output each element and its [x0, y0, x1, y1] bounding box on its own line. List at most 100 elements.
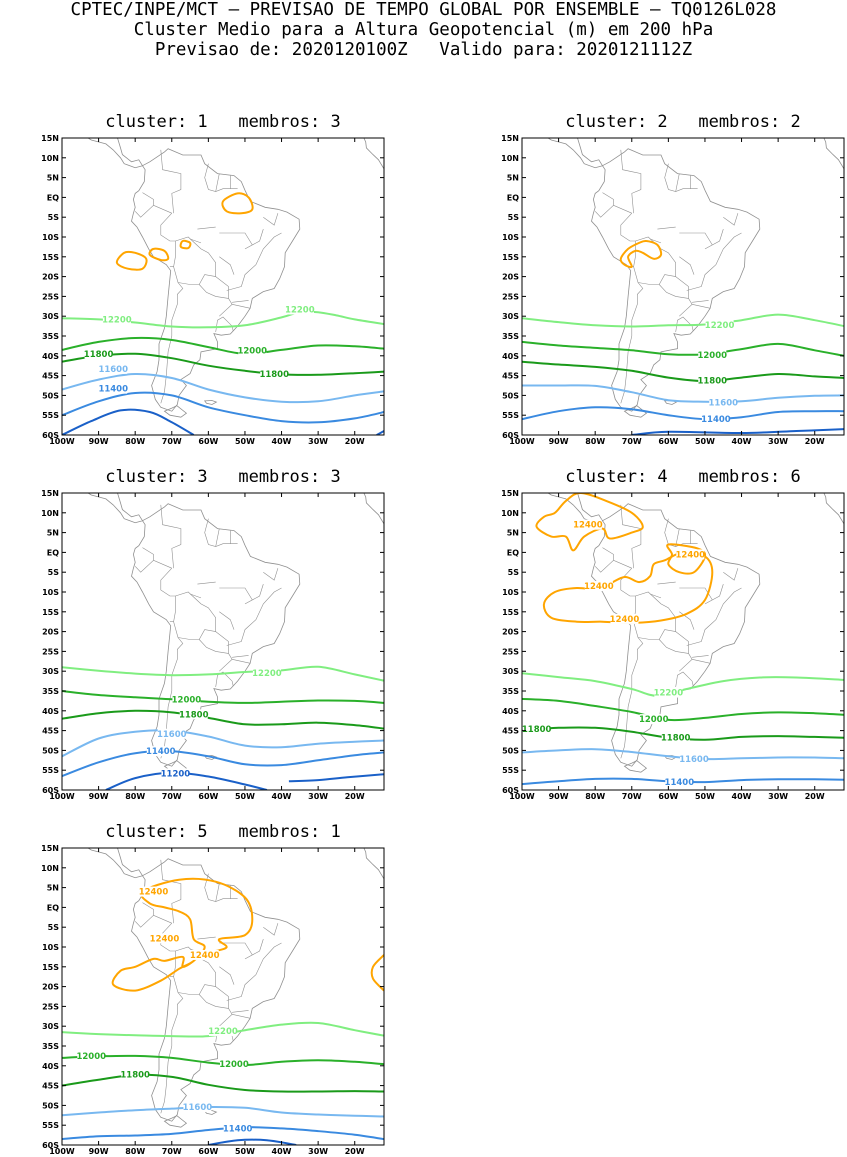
contour-11400 — [522, 406, 844, 421]
lat-label: 15N — [501, 134, 519, 143]
country-border — [244, 584, 264, 605]
lat-label: EQ — [47, 903, 59, 912]
lat-label: 60S — [42, 1141, 59, 1150]
map-frame — [61, 847, 385, 1146]
contour-map: 12200 12000 11800 11600 11400 15N 10N 5N EQ 5S 10S… — [501, 134, 845, 446]
country-border — [160, 567, 176, 597]
country-border — [620, 149, 642, 214]
contour-label-12400: 12400 — [610, 615, 640, 625]
contour-11400 — [62, 391, 384, 424]
country-border — [232, 655, 249, 658]
lat-label: 50S — [42, 746, 59, 755]
lon-label: 90W — [89, 1147, 109, 1156]
contour-11600 — [62, 729, 384, 758]
country-border — [198, 994, 229, 1009]
coastline-africa — [363, 138, 384, 173]
contour-label-bg — [77, 1050, 106, 1061]
contour-12400 — [370, 954, 384, 992]
lat-label: 10N — [501, 509, 519, 518]
lon-label: 30W — [308, 437, 328, 446]
contour-12000 — [62, 336, 384, 355]
contour-label-11600: 11600 — [679, 755, 709, 765]
lat-label: 55S — [502, 766, 519, 775]
country-border — [215, 528, 220, 547]
contour-12400 — [221, 192, 254, 215]
lat-label: 25S — [42, 1002, 59, 1011]
map-panel-cluster-4: 12200 12000 11800 11800 11600 11400 12400 12400… — [501, 489, 845, 801]
country-border — [134, 560, 154, 573]
lat-label: 10S — [42, 943, 59, 952]
lat-label: 20S — [42, 273, 59, 282]
country-border — [704, 229, 724, 250]
contour-11600 — [62, 1105, 384, 1118]
contour-11200 — [105, 771, 268, 790]
lon-label: 50W — [235, 1147, 255, 1156]
country-border — [160, 149, 182, 214]
country-border — [620, 567, 636, 597]
lon-label: 70W — [162, 1147, 182, 1156]
contour-12400 — [666, 543, 707, 575]
country-border — [244, 939, 264, 960]
contour-label-11400: 11400 — [146, 747, 176, 757]
lat-label: 40S — [502, 352, 519, 361]
lon-label: 40W — [272, 792, 292, 801]
contour-11800 — [62, 1073, 384, 1093]
contour-label-bg — [99, 363, 128, 374]
lat-label: 45S — [42, 727, 59, 736]
contour-label-11600: 11600 — [98, 365, 128, 375]
lat-label: 50S — [502, 746, 519, 755]
lat-label: 50S — [42, 1101, 59, 1110]
country-border — [675, 316, 694, 333]
country-border — [679, 587, 713, 601]
contour-label-bg — [639, 714, 668, 725]
contour-label-11800: 11800 — [179, 710, 209, 720]
country-border — [219, 611, 235, 630]
coastline-central-america — [547, 138, 604, 169]
country-border — [263, 923, 279, 936]
lon-label: 80W — [125, 792, 145, 801]
country-border — [142, 547, 172, 569]
lon-label: 50W — [695, 437, 715, 446]
country-border — [658, 284, 689, 299]
lat-label: 60S — [42, 431, 59, 440]
country-border — [177, 629, 216, 640]
lat-label: 15S — [42, 963, 59, 972]
contour-label-11400: 11400 — [665, 778, 695, 788]
lat-label: 30S — [502, 312, 519, 321]
country-border — [692, 659, 711, 664]
contour-label-bg — [219, 1059, 248, 1070]
contour-label-bg — [102, 314, 131, 325]
coastline-africa — [823, 493, 844, 528]
lon-label: 40W — [732, 437, 752, 446]
country-border — [219, 256, 235, 275]
contour-12400 — [148, 247, 170, 262]
country-border — [226, 587, 282, 646]
contour-12200 — [522, 313, 844, 328]
contour-map: 12200 12000 11800 11600 11400 11200 15N 10N 5N EQ… — [41, 489, 385, 801]
country-border — [602, 547, 632, 569]
lat-label: 50S — [42, 391, 59, 400]
contour-label-bg — [522, 724, 551, 735]
lat-label: 5N — [47, 529, 59, 538]
lat-label: 5S — [508, 213, 520, 222]
lat-label: 25S — [42, 647, 59, 656]
country-border — [226, 232, 282, 291]
contour-label-bg — [84, 348, 113, 359]
country-border — [244, 229, 264, 250]
lat-label: 10N — [41, 864, 59, 873]
lat-label: 10N — [41, 154, 59, 163]
contour-label-bg — [698, 350, 727, 361]
contour-label-11400: 11400 — [223, 1124, 253, 1134]
country-border — [198, 639, 229, 654]
lon-label: 80W — [585, 437, 605, 446]
subtitle: Cluster Medio para a Altura Geopotencial… — [133, 20, 714, 40]
coastline-central-america — [87, 138, 144, 169]
lon-label: 80W — [585, 792, 605, 801]
contour-label-12200: 12200 — [102, 315, 132, 325]
lat-label: 35S — [42, 1042, 59, 1051]
lat-label: 10N — [41, 509, 59, 518]
country-border — [686, 232, 742, 291]
contour-label-bg — [161, 768, 190, 779]
contour-11800 — [62, 352, 384, 376]
contour-label-11800: 11800 — [120, 1071, 150, 1081]
